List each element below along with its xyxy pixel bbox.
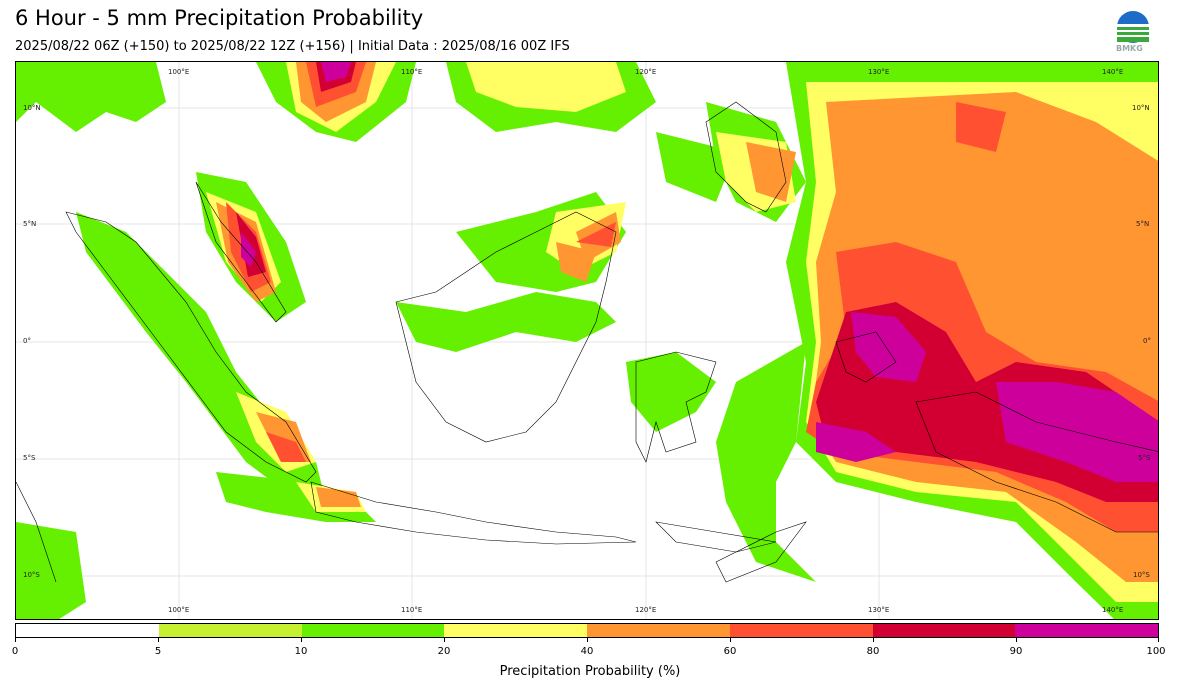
map-subtitle: 2025/08/22 06Z (+150) to 2025/08/22 12Z …	[15, 39, 570, 54]
lon-label-120-top: 120°E	[635, 68, 657, 76]
lat-label-10n-right: 10°N	[1132, 104, 1150, 112]
colorbar-tickmark	[301, 638, 302, 642]
colorbar-tick-60: 60	[723, 646, 737, 657]
lon-label-130-bottom: 130°E	[868, 606, 890, 614]
lat-label-10n-left: 10°N	[23, 104, 41, 112]
colorbar-label: Precipitation Probability (%)	[499, 664, 681, 679]
colorbar-tickmark	[15, 638, 16, 642]
lat-label-10s-right: 10°S	[1133, 571, 1150, 579]
precipitation-map: 100°E 110°E 120°E 130°E 140°E 100°E 110°…	[15, 61, 1159, 620]
colorbar-tick-0: 0	[11, 646, 19, 657]
colorbar-segment	[587, 624, 730, 637]
colorbar-segment	[158, 624, 302, 637]
colorbar-segment	[872, 624, 1016, 637]
colorbar-tick-5: 5	[154, 646, 162, 657]
lon-label-100-bottom: 100°E	[168, 606, 190, 614]
coastlines	[16, 101, 1158, 583]
colorbar-segment	[16, 624, 159, 637]
map-canvas	[16, 62, 1158, 619]
colorbar-segment	[1015, 624, 1158, 637]
lon-label-110-top: 110°E	[401, 68, 423, 76]
lat-label-5s-left: 5°S	[23, 454, 36, 462]
colorbar-tickmark	[873, 638, 874, 642]
lat-label-5s-right: 5°S	[1138, 454, 1151, 462]
colorbar-tick-20: 20	[437, 646, 451, 657]
colorbar-tick-80: 80	[866, 646, 880, 657]
colorbar-segment	[729, 624, 873, 637]
lat-label-10s-left: 10°S	[23, 571, 40, 579]
colorbar-tickmark	[1016, 638, 1017, 642]
colorbar-tickmark	[444, 638, 445, 642]
lon-label-100-top: 100°E	[168, 68, 190, 76]
colorbar-tick-90: 90	[1009, 646, 1023, 657]
lon-label-120-bottom: 120°E	[635, 606, 657, 614]
colorbar-tick-10: 10	[294, 646, 308, 657]
lat-label-0-left: 0°	[23, 337, 31, 345]
lat-label-5n-right: 5°N	[1136, 220, 1150, 228]
colorbar-tick-40: 40	[580, 646, 594, 657]
colorbar-tickmark	[587, 638, 588, 642]
logo-text: BMKG	[1116, 44, 1143, 53]
map-title: 6 Hour - 5 mm Precipitation Probability	[15, 6, 424, 30]
lon-label-140-bottom: 140°E	[1102, 606, 1124, 614]
colorbar-segment	[444, 624, 587, 637]
lat-label-0-right: 0°	[1143, 337, 1151, 345]
colorbar-tick-100: 100	[1146, 646, 1166, 657]
lon-label-130-top: 130°E	[868, 68, 890, 76]
lon-label-140-top: 140°E	[1102, 68, 1124, 76]
colorbar-tickmark	[730, 638, 731, 642]
lat-label-5n-left: 5°N	[23, 220, 37, 228]
lon-label-110-bottom: 110°E	[401, 606, 423, 614]
colorbar-tickmark	[158, 638, 159, 642]
colorbar	[15, 623, 1159, 638]
bmkg-logo-icon	[1117, 11, 1149, 43]
colorbar-segment	[301, 624, 445, 637]
colorbar-tickmark	[1158, 638, 1159, 642]
